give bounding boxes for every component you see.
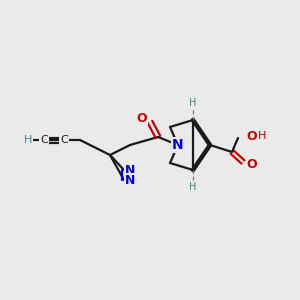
Text: C: C xyxy=(40,135,48,145)
Text: O: O xyxy=(247,158,257,172)
Text: N: N xyxy=(172,138,184,152)
Text: C: C xyxy=(60,135,68,145)
Text: H: H xyxy=(189,182,197,192)
Text: O: O xyxy=(247,130,257,143)
Text: O: O xyxy=(137,112,147,124)
Text: N: N xyxy=(125,164,135,176)
Text: N: N xyxy=(125,173,135,187)
Text: H: H xyxy=(189,98,197,108)
Text: H: H xyxy=(258,131,266,141)
Text: H: H xyxy=(24,135,32,145)
